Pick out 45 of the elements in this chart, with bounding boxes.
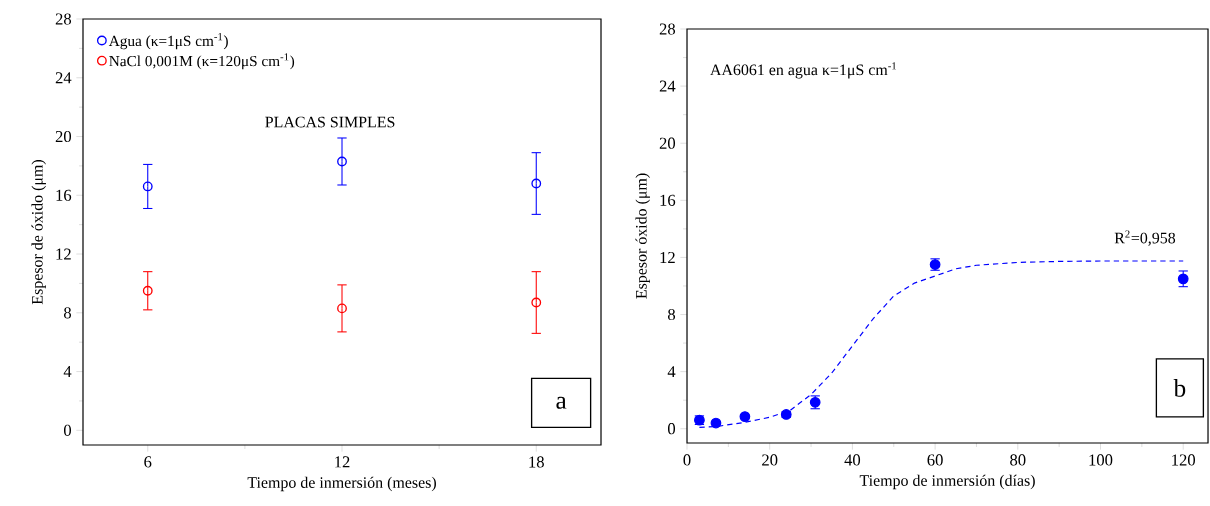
point (337, 303, 347, 314)
x-tick-label: 0 (683, 454, 691, 466)
point (531, 297, 542, 308)
x-axis-title: Tiempo de inmersión (meses) (247, 476, 436, 492)
point (337, 156, 347, 167)
annotation: R$^{2}$=0,958 (1114, 230, 1176, 246)
x-tick-label: 100 (1089, 454, 1113, 466)
y-tick-label: 0 (668, 423, 676, 435)
x-tick-label: 6 (144, 456, 152, 468)
y-tick-label: 24 (659, 80, 676, 92)
x-tick-label: 60 (927, 454, 943, 466)
point (142, 181, 153, 192)
annotation: PLACAS SIMPLES (265, 116, 395, 128)
point (739, 411, 751, 422)
point (531, 178, 542, 189)
x-tick-label: 80 (1010, 454, 1026, 466)
y-axis-title: Espesor de óxido (μm) (31, 160, 46, 305)
annotation: a (556, 396, 567, 409)
annotation: b (1173, 379, 1186, 397)
y-tick-label: 28 (659, 23, 676, 35)
y-axis-title: Espesor óxido (μm) (635, 173, 650, 299)
y-tick-label: 12 (56, 248, 71, 260)
x-tick-label: 20 (762, 454, 778, 466)
point (142, 285, 153, 296)
y-tick-label: 4 (667, 366, 676, 378)
x-tick-label: 40 (844, 454, 861, 466)
y-tick-label: 8 (668, 308, 676, 321)
legend-label: Agua (κ=1μS cm$^{-1}$) (108, 33, 228, 50)
x-tick-label: 120 (1172, 454, 1196, 466)
x-tick-label: 18 (529, 456, 544, 468)
y-tick-label: 16 (56, 189, 72, 201)
legend-label: NaCl 0,001M (κ=120μS cm$^{-1}$) (109, 53, 295, 70)
y-tick-label: 0 (63, 424, 72, 436)
x-axis-title: Tiempo de inmersión (días) (859, 474, 1035, 490)
y-tick-label: 28 (55, 13, 72, 25)
y-tick-label: 16 (660, 194, 676, 206)
y-tick-label: 20 (55, 130, 72, 143)
y-tick-label: 12 (660, 251, 675, 263)
x-tick-label: 12 (335, 456, 350, 468)
y-tick-label: 20 (659, 137, 676, 149)
point (710, 417, 722, 429)
y-tick-label: 8 (63, 307, 72, 319)
annotation: AA6061 en agua κ=1μS cm$^{-1}$ (710, 62, 896, 79)
y-tick-label: 4 (63, 366, 72, 378)
y-tick-label: 24 (55, 72, 72, 84)
